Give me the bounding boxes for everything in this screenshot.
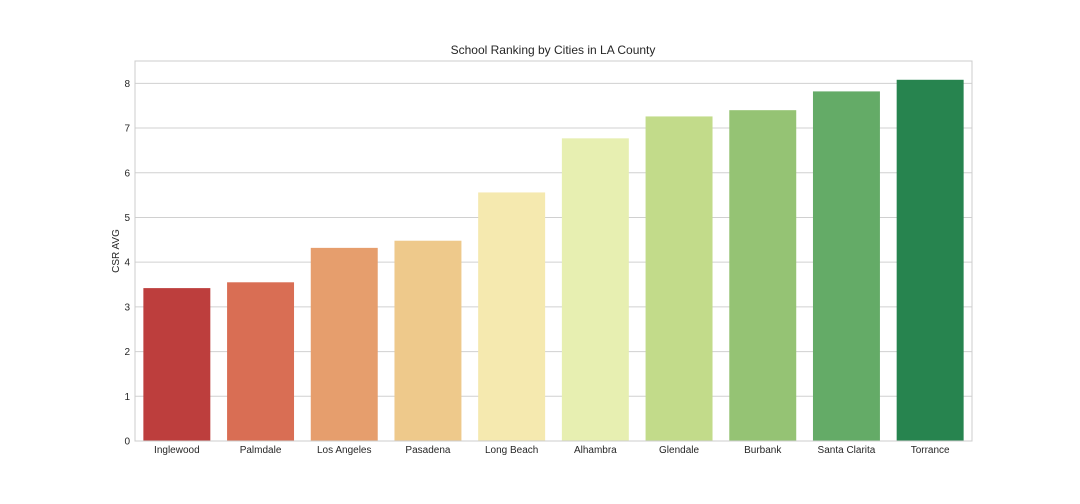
x-tick-label: Glendale <box>659 445 699 456</box>
x-tick-label: Long Beach <box>485 445 538 456</box>
x-tick-label: Pasadena <box>405 445 450 456</box>
x-tick-label: Alhambra <box>574 445 617 456</box>
bar-los-angeles <box>310 247 378 441</box>
bars <box>143 79 964 442</box>
x-tick-label: Torrance <box>911 445 950 456</box>
bar-palmdale <box>227 282 295 441</box>
x-tick-label: Santa Clarita <box>818 445 876 456</box>
axes-frame <box>134 60 973 442</box>
y-tick-label: 7 <box>124 124 130 135</box>
y-tick-label: 2 <box>124 347 130 358</box>
x-tick-label: Inglewood <box>154 445 200 456</box>
y-tick-label: 8 <box>124 79 130 90</box>
bar-inglewood <box>143 288 211 441</box>
y-axis-label: CSR AVG <box>111 229 122 273</box>
x-tick-labels: Inglewood Palmdale Los Angeles Pasadena Long… <box>154 445 950 456</box>
y-tick-label: 1 <box>124 392 130 403</box>
bar-torrance <box>896 79 964 441</box>
y-tick-label: 0 <box>124 437 130 448</box>
y-tick-label: 5 <box>124 213 130 224</box>
x-tick-label: Burbank <box>744 445 782 456</box>
chart-title: School Ranking by Cities in LA County <box>451 43 656 57</box>
bar-glendale <box>645 116 713 441</box>
y-tick-labels: 0 1 2 3 4 5 6 7 8 <box>124 79 130 448</box>
y-tick-label: 3 <box>124 302 130 313</box>
x-tick-label: Los Angeles <box>317 445 372 456</box>
bar-santa-clarita <box>812 91 880 442</box>
y-tick-label: 4 <box>124 258 130 269</box>
y-tick-label: 6 <box>124 168 130 179</box>
bar-long-beach <box>478 192 546 441</box>
bar-pasadena <box>394 240 462 441</box>
bar-burbank <box>729 110 797 442</box>
bar-alhambra <box>561 138 629 441</box>
x-tick-label: Palmdale <box>240 445 282 456</box>
